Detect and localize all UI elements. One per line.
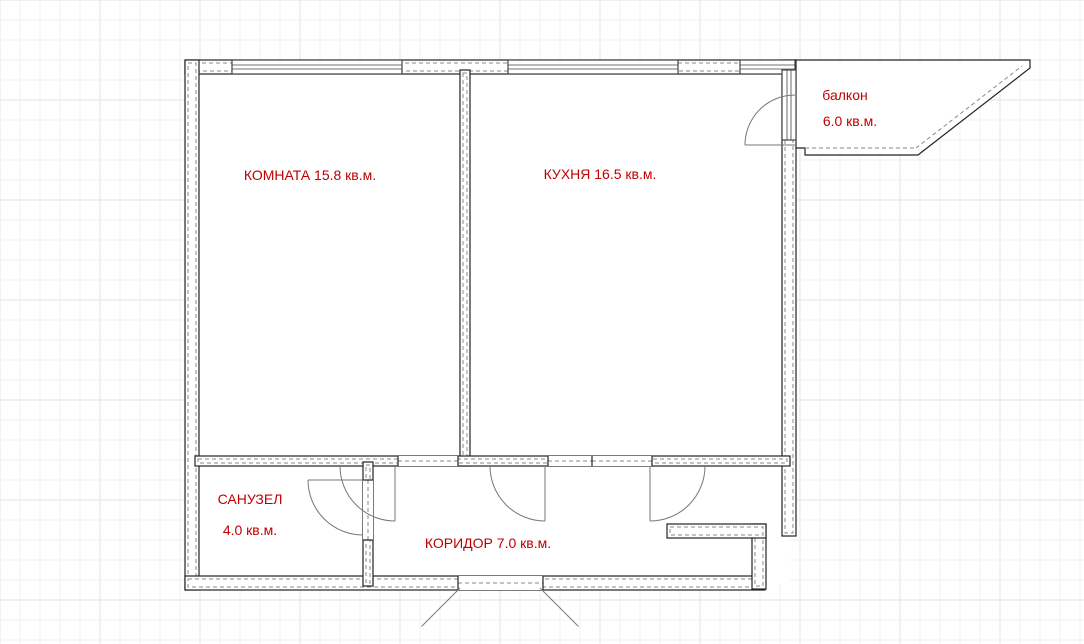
- label-balcony_b: 6.0 кв.м.: [823, 113, 877, 129]
- wall: [667, 524, 766, 538]
- label-bathroom_a: САНУЗЕЛ: [218, 491, 283, 507]
- floor-plan-svg: КОМНАТА 15.8 кв.м. КУХНЯ 16.5 кв.м. балкон…: [0, 0, 1084, 644]
- wall: [460, 70, 470, 466]
- wall: [195, 456, 790, 466]
- floor-plan-stage: КОМНАТА 15.8 кв.м. КУХНЯ 16.5 кв.м. балкон…: [0, 0, 1084, 644]
- window: [232, 60, 402, 74]
- window: [782, 70, 796, 140]
- wall: [185, 60, 199, 590]
- label-bathroom_b: 4.0 кв.м.: [223, 522, 277, 538]
- label-corridor: КОРИДОР 7.0 кв.м.: [425, 535, 551, 551]
- label-kitchen: КУХНЯ 16.5 кв.м.: [544, 166, 657, 182]
- label-balcony_a: балкон: [822, 87, 867, 103]
- window: [508, 60, 678, 74]
- label-room: КОМНАТА 15.8 кв.м.: [244, 167, 376, 183]
